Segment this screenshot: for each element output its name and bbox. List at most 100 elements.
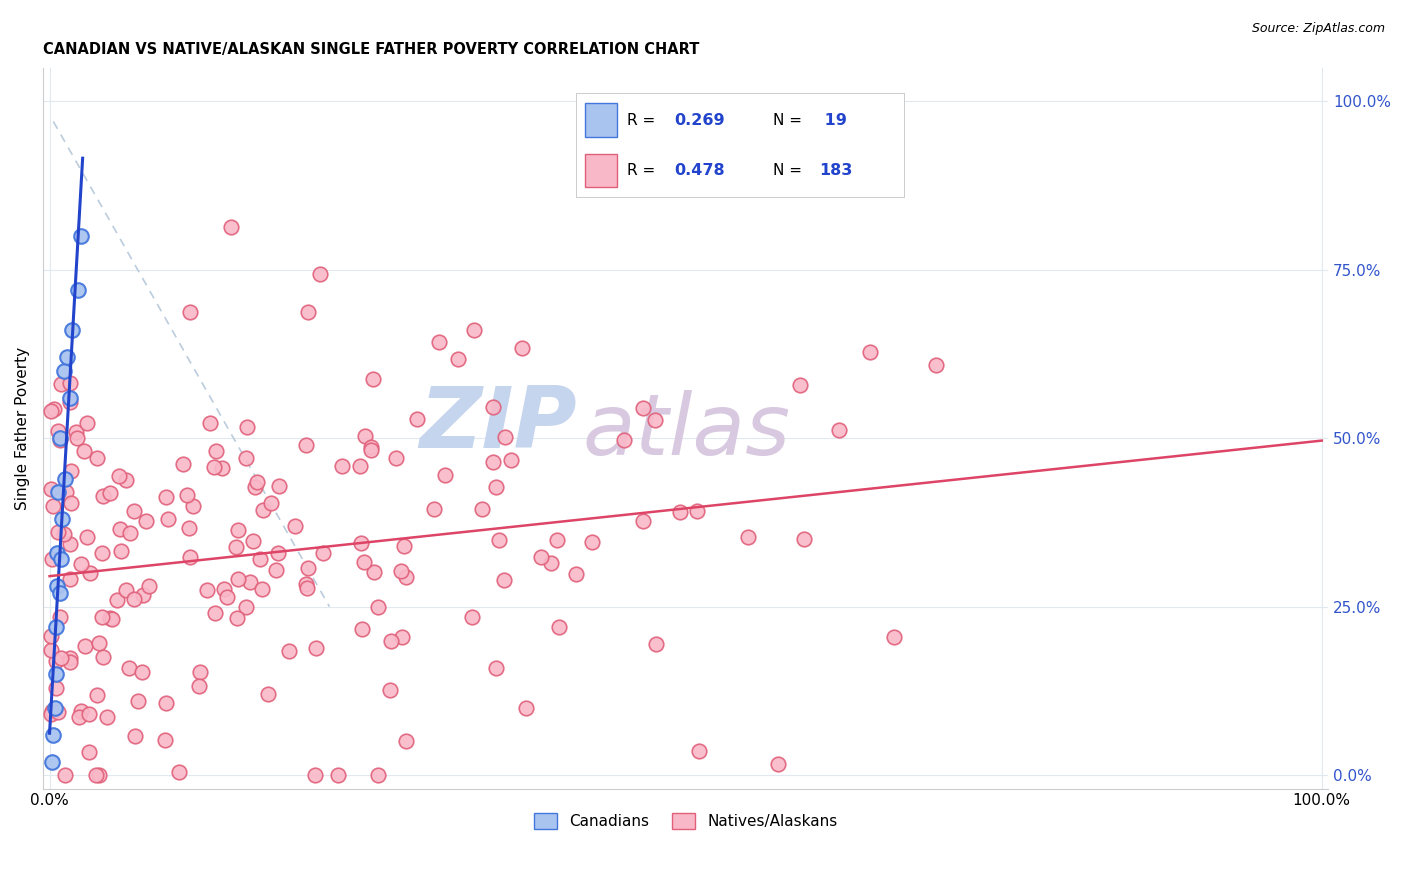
Point [79,745,101,759]
Point [179,549,201,564]
Point [70,229,93,244]
Point [250,582,273,596]
Point [66,283,89,297]
Point [789,378,811,392]
Point [260,496,283,510]
Point [124,729,146,743]
Point [312,545,335,559]
Point [768,757,790,772]
Point [212,582,235,597]
Point [49,552,72,566]
Point [176,488,198,502]
Point [360,442,382,457]
Point [124,592,146,607]
Point [433,468,456,483]
Point [96,710,118,724]
Point [45,620,67,634]
Point [613,433,636,447]
Point [385,450,408,465]
Y-axis label: Single Father Poverty: Single Father Poverty [15,346,30,509]
Point [59,655,82,669]
Point [86,688,108,702]
Point [633,401,655,415]
Point [297,305,319,319]
Point [252,503,274,517]
Point [122,504,145,518]
Point [39,629,62,643]
Point [157,512,180,526]
Point [354,429,377,443]
Point [225,611,247,625]
Point [530,549,553,564]
Point [394,539,416,553]
Point [118,661,141,675]
Point [79,706,101,721]
Point [737,530,759,544]
Point [198,416,221,430]
Point [391,564,413,578]
Point [304,768,326,782]
Point [350,536,373,550]
Point [51,512,73,526]
Point [239,574,262,589]
Point [75,640,97,654]
Point [391,630,413,644]
Point [295,577,318,591]
Point [56,351,79,365]
Point [59,572,82,586]
Point [688,744,710,758]
Point [53,768,76,782]
Point [352,622,374,636]
Point [294,438,316,452]
Point [70,704,93,718]
Point [84,768,107,782]
Point [204,606,226,620]
Point [297,561,319,575]
Point [883,630,905,644]
Point [202,459,225,474]
Point [195,582,218,597]
Point [235,599,257,614]
Point [378,682,401,697]
Point [266,564,288,578]
Point [46,424,69,438]
Point [360,440,382,454]
Point [118,525,141,540]
Point [52,364,75,378]
Point [427,334,450,349]
Point [51,376,73,391]
Point [367,768,389,782]
Point [59,650,82,665]
Text: Source: ZipAtlas.com: Source: ZipAtlas.com [1251,22,1385,36]
Point [46,546,69,560]
Point [45,654,67,668]
Point [188,665,211,679]
Point [39,643,62,657]
Point [485,661,508,675]
Point [44,700,66,714]
Point [380,634,402,648]
Point [488,533,510,547]
Point [330,458,353,473]
Point [172,457,194,471]
Point [42,728,65,742]
Point [225,540,247,554]
Point [91,650,114,665]
Point [395,570,418,584]
Point [66,431,89,445]
Point [256,688,278,702]
Point [226,572,249,586]
Point [305,641,328,656]
Point [246,475,269,490]
Point [284,519,307,533]
Point [565,567,588,582]
Point [266,546,288,560]
Point [226,524,249,538]
Point [42,500,65,514]
Point [686,504,709,518]
Point [48,431,70,445]
Point [91,546,114,560]
Point [60,464,83,478]
Point [45,667,67,681]
Point [62,323,84,337]
